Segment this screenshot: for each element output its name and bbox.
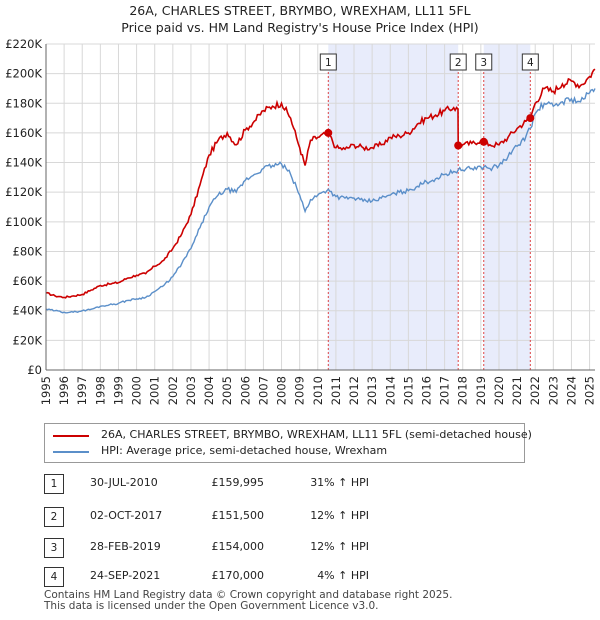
x-tick-label: 2012 bbox=[347, 376, 361, 405]
sale-point-3 bbox=[479, 137, 488, 146]
transaction-price: £154,000 bbox=[211, 540, 265, 553]
y-tick-label: £220K bbox=[5, 37, 42, 51]
sale-label-1: 1 bbox=[325, 57, 332, 69]
x-tick-label: 1995 bbox=[39, 376, 53, 405]
chart-subtitle: Price paid vs. HM Land Registry's House … bbox=[121, 20, 479, 35]
x-tick-label: 2002 bbox=[166, 376, 180, 405]
x-tick-label: 2013 bbox=[365, 376, 379, 405]
transaction-price: £151,500 bbox=[211, 509, 265, 522]
sale-label-box-2 bbox=[449, 53, 467, 71]
sale-label-2: 2 bbox=[455, 57, 462, 69]
y-tick-label: £180K bbox=[5, 96, 42, 110]
hpi-line-swatch bbox=[53, 451, 89, 453]
x-tick-label: 2004 bbox=[202, 376, 216, 405]
y-tick-label: £60K bbox=[13, 274, 43, 288]
sale-point-1 bbox=[324, 128, 333, 137]
x-tick-label: 2003 bbox=[184, 376, 198, 405]
x-tick-label: 2021 bbox=[510, 376, 524, 405]
transaction-date: 02-OCT-2017 bbox=[90, 509, 163, 522]
transaction-number: 4 bbox=[44, 567, 64, 587]
y-tick-label: £0 bbox=[27, 363, 42, 377]
chart-title: 26A, CHARLES STREET, BRYMBO, WREXHAM, LL… bbox=[129, 3, 471, 18]
x-tick-label: 1997 bbox=[75, 376, 89, 405]
price-chart: 1 2 3 4 £0 £20K £40K £60K £80K £100K £120K £140K £16… bbox=[5, 37, 597, 405]
sale-label-3: 3 bbox=[480, 57, 487, 69]
legend-label-property: 26A, CHARLES STREET, BRYMBO, WREXHAM, LL… bbox=[101, 428, 532, 441]
y-tick-label: £160K bbox=[5, 126, 42, 140]
x-tick-label: 1996 bbox=[57, 376, 71, 405]
sale-label-box-1 bbox=[319, 53, 337, 71]
transaction-number: 2 bbox=[44, 507, 64, 527]
x-tick-label: 2024 bbox=[564, 376, 578, 405]
transaction-price: £170,000 bbox=[211, 569, 265, 582]
property-price-line bbox=[45, 68, 596, 299]
transaction-number: 3 bbox=[44, 538, 64, 558]
x-tick-label: 2009 bbox=[293, 376, 307, 405]
sale-point-4 bbox=[526, 114, 535, 123]
legend: 26A, CHARLES STREET, BRYMBO, WREXHAM, LL… bbox=[44, 423, 532, 463]
transaction-price: £159,995 bbox=[211, 476, 265, 489]
y-tick-label: £40K bbox=[13, 304, 43, 318]
x-tick-label: 2005 bbox=[220, 376, 234, 405]
x-tick-label: 1998 bbox=[93, 376, 107, 405]
x-tick-label: 2000 bbox=[130, 376, 144, 405]
x-tick-label: 2007 bbox=[256, 376, 270, 405]
x-tick-label: 2011 bbox=[329, 376, 343, 405]
shaded-period-1 bbox=[328, 44, 459, 370]
sale-point-2 bbox=[454, 141, 463, 150]
x-tick-label: 2010 bbox=[311, 376, 325, 405]
x-tick-label: 2014 bbox=[383, 376, 397, 405]
y-tick-label: £100K bbox=[5, 215, 42, 229]
x-tick-label: 2015 bbox=[401, 376, 415, 405]
sale-label-box-4 bbox=[521, 53, 539, 71]
y-tick-label: £120K bbox=[5, 185, 42, 199]
x-tick-label: 2020 bbox=[492, 376, 506, 405]
transaction-number: 1 bbox=[44, 474, 64, 494]
y-tick-label: £200K bbox=[5, 67, 42, 81]
legend-label-hpi: HPI: Average price, semi-detached house,… bbox=[101, 444, 388, 457]
x-tick-label: 2019 bbox=[474, 376, 488, 405]
sale-label-box-3 bbox=[475, 53, 493, 71]
sale-label-4: 4 bbox=[527, 57, 534, 69]
transaction-hpi-change: 4% ↑ HPI bbox=[317, 569, 369, 582]
transaction-date: 30-JUL-2010 bbox=[90, 476, 158, 489]
transaction-date: 28-FEB-2019 bbox=[90, 540, 161, 553]
y-tick-label: £140K bbox=[5, 156, 42, 170]
property-line-swatch bbox=[53, 435, 89, 437]
x-tick-label: 2001 bbox=[148, 376, 162, 405]
x-tick-label: 2006 bbox=[238, 376, 252, 405]
x-tick-label: 2023 bbox=[546, 376, 560, 405]
transaction-hpi-change: 31% ↑ HPI bbox=[310, 476, 369, 489]
x-tick-label: 1999 bbox=[111, 376, 125, 405]
footer-line-1: Contains HM Land Registry data © Crown c… bbox=[44, 589, 453, 601]
y-tick-label: £80K bbox=[13, 244, 43, 258]
transaction-date: 24-SEP-2021 bbox=[90, 569, 161, 582]
transaction-hpi-change: 12% ↑ HPI bbox=[310, 540, 369, 553]
hpi-line bbox=[45, 88, 596, 314]
x-tick-label: 2017 bbox=[438, 376, 452, 405]
footer-line-2: This data is licensed under the Open Gov… bbox=[44, 600, 379, 612]
footer-note: Contains HM Land Registry data © Crown c… bbox=[44, 590, 452, 612]
x-tick-label: 2018 bbox=[456, 376, 470, 405]
x-tick-label: 2008 bbox=[275, 376, 289, 405]
x-tick-label: 2025 bbox=[583, 376, 597, 405]
transaction-hpi-change: 12% ↑ HPI bbox=[310, 509, 369, 522]
y-tick-label: £20K bbox=[13, 333, 43, 347]
shaded-period-2 bbox=[483, 44, 531, 370]
x-tick-label: 2022 bbox=[528, 376, 542, 405]
x-tick-label: 2016 bbox=[419, 376, 433, 405]
